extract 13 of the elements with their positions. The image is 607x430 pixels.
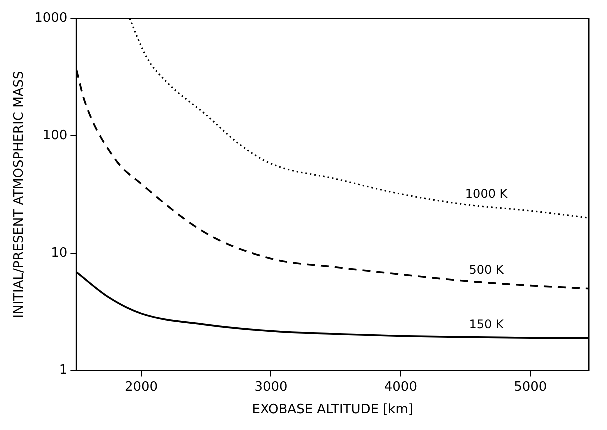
x-tick-label: 5000 [514,380,548,395]
x-tick-label: 2000 [124,380,158,395]
series-label: 500 K [469,262,505,277]
x-tick-label: 4000 [384,380,418,395]
y-tick-label: 1 [59,363,68,378]
x-axis-title: EXOBASE ALTITUDE [km] [252,402,414,418]
y-tick-label: 1000 [34,11,68,26]
y-axis-title: INITIAL/PRESENT ATMOSPHERIC MASS [12,71,28,318]
series-label: 1000 K [465,186,509,201]
series-label: 150 K [469,318,505,332]
x-tick-label: 3000 [254,380,288,395]
y-tick-label: 100 [42,128,68,144]
y-tick-label: 10 [51,246,68,261]
